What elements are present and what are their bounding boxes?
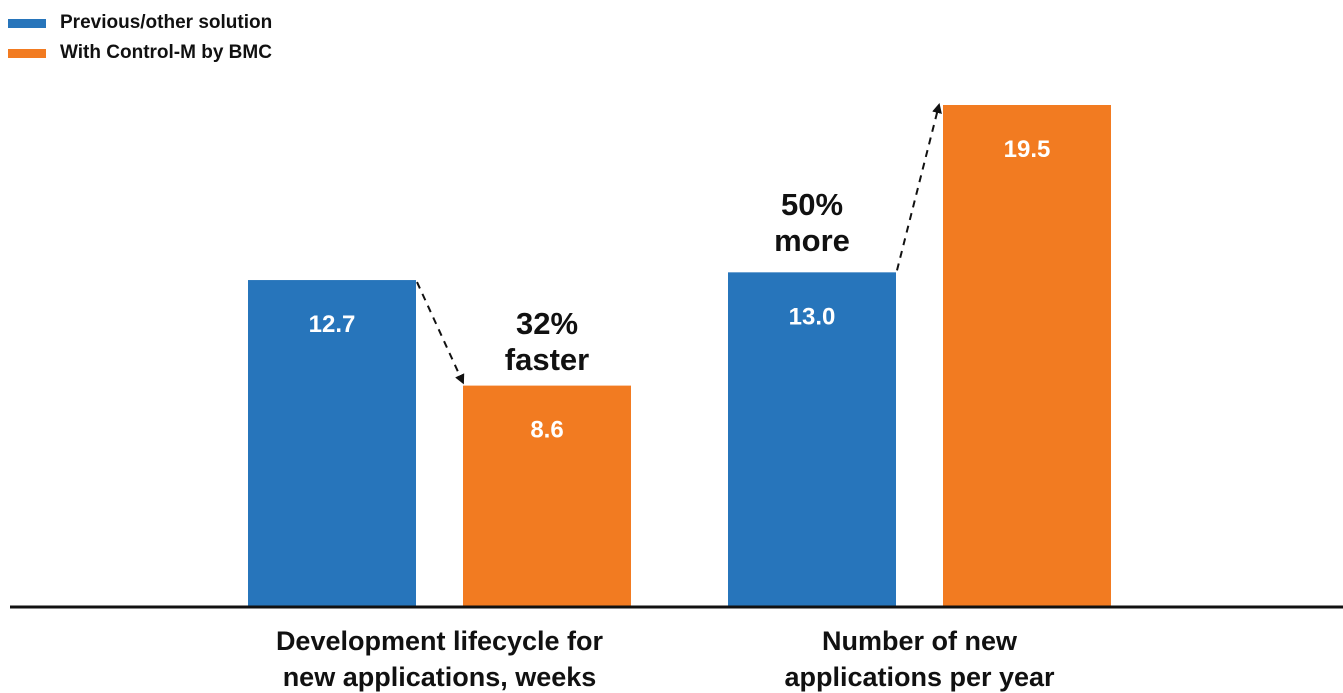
legend-swatch-control-m (8, 48, 46, 58)
bar-value-label-1-2: 8.6 (530, 417, 563, 444)
category-label-2-line-1: Number of new (822, 626, 1018, 656)
bar-1-2 (463, 385, 631, 607)
legend-item-control-m: With Control-M by BMC (8, 38, 272, 68)
arrow-increase (896, 103, 942, 271)
annotation-2-line-2: more (774, 223, 850, 258)
category-label-1-line-1: Development lifecycle for (276, 626, 604, 656)
annotation-1-line-1: 32% (516, 306, 578, 341)
bar-2-1 (728, 272, 896, 607)
category-label-2-line-2: applications per year (784, 662, 1055, 692)
legend-swatch-previous (8, 18, 46, 28)
category-label-1-line-2: new applications, weeks (283, 662, 597, 692)
arrow-decrease (416, 281, 465, 385)
bar-value-label-2-1: 13.0 (789, 303, 836, 330)
annotation-2-line-1: 50% (781, 187, 843, 222)
bar-2-2 (943, 105, 1111, 607)
bar-value-label-2-2: 19.5 (1004, 136, 1051, 163)
legend: Previous/other solution With Control-M b… (8, 8, 272, 68)
legend-item-previous: Previous/other solution (8, 8, 272, 38)
annotation-1-line-2: faster (505, 342, 589, 377)
bar-1-1 (248, 280, 416, 607)
legend-label-control-m: With Control-M by BMC (60, 42, 272, 63)
legend-label-previous: Previous/other solution (60, 12, 273, 33)
bar-value-label-1-1: 12.7 (309, 311, 356, 338)
